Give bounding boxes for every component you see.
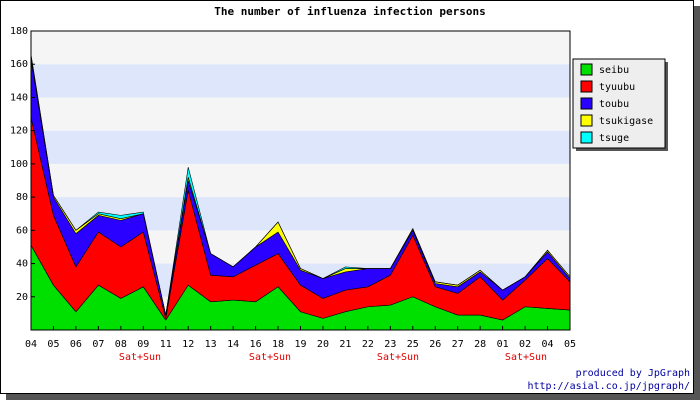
y-tick-label: 80 — [16, 192, 28, 203]
legend-swatch — [580, 80, 593, 93]
x-tick-label: 25 — [407, 339, 419, 350]
y-tick-label: 140 — [10, 92, 28, 103]
x-tick-label: 11 — [160, 339, 172, 350]
x-tick-label: 21 — [339, 339, 351, 350]
legend-swatch — [580, 63, 593, 76]
x-tick-label: 16 — [250, 339, 262, 350]
grid-band — [31, 31, 570, 65]
x-tick-label: 01 — [497, 339, 509, 350]
legend-swatch — [580, 114, 593, 127]
annotation: Sat+Sun — [249, 352, 291, 363]
credit: produced by JpGraph — [576, 368, 690, 379]
y-tick-label: 180 — [10, 26, 28, 37]
x-tick-label: 12 — [182, 339, 194, 350]
legend-label: tsukigase — [599, 116, 653, 127]
y-tick-label: 160 — [10, 59, 28, 70]
grid-band — [31, 97, 570, 131]
y-tick-label: 120 — [10, 126, 28, 137]
legend-label: tyuubu — [599, 82, 635, 93]
legend-label: tsuge — [599, 133, 629, 144]
x-tick-label: 04 — [542, 339, 554, 350]
legend-swatch — [580, 97, 593, 110]
annotation: Sat+Sun — [119, 352, 161, 363]
x-tick-label: 26 — [429, 339, 441, 350]
x-tick-label: 07 — [92, 339, 104, 350]
legend-swatch — [580, 131, 593, 144]
annotation: Sat+Sun — [505, 352, 547, 363]
x-tick-label: 23 — [384, 339, 396, 350]
x-tick-label: 22 — [362, 339, 374, 350]
chart-title: The number of influenza infection person… — [214, 5, 486, 18]
x-tick-label: 06 — [70, 339, 82, 350]
x-tick-label: 13 — [205, 339, 217, 350]
grid-band — [31, 130, 570, 164]
y-tick-label: 100 — [10, 159, 28, 170]
x-tick-label: 28 — [474, 339, 486, 350]
area — [30, 54, 571, 316]
x-tick-label: 05 — [47, 339, 59, 350]
x-tick-label: 05 — [564, 339, 576, 350]
x-tick-label: 20 — [317, 339, 329, 350]
x-tick-label: 02 — [519, 339, 531, 350]
grid-band — [31, 64, 570, 98]
x-tick-label: 27 — [452, 339, 464, 350]
y-tick-label: 40 — [16, 259, 28, 270]
grid-band — [31, 163, 570, 198]
x-tick-label: 14 — [227, 339, 239, 350]
y-tick-label: 60 — [16, 225, 28, 236]
legend-label: seibu — [599, 65, 629, 76]
x-tick-label: 08 — [115, 339, 127, 350]
x-tick-label: 18 — [272, 339, 284, 350]
annotation: Sat+Sun — [377, 352, 419, 363]
x-tick-label: 19 — [294, 339, 306, 350]
legend-label: toubu — [599, 99, 629, 110]
y-tick-label: 20 — [16, 292, 28, 303]
credit: http://asial.co.jp/jpgraph/ — [527, 381, 690, 392]
x-tick-label: 09 — [137, 339, 149, 350]
x-tick-label: 04 — [25, 339, 37, 350]
